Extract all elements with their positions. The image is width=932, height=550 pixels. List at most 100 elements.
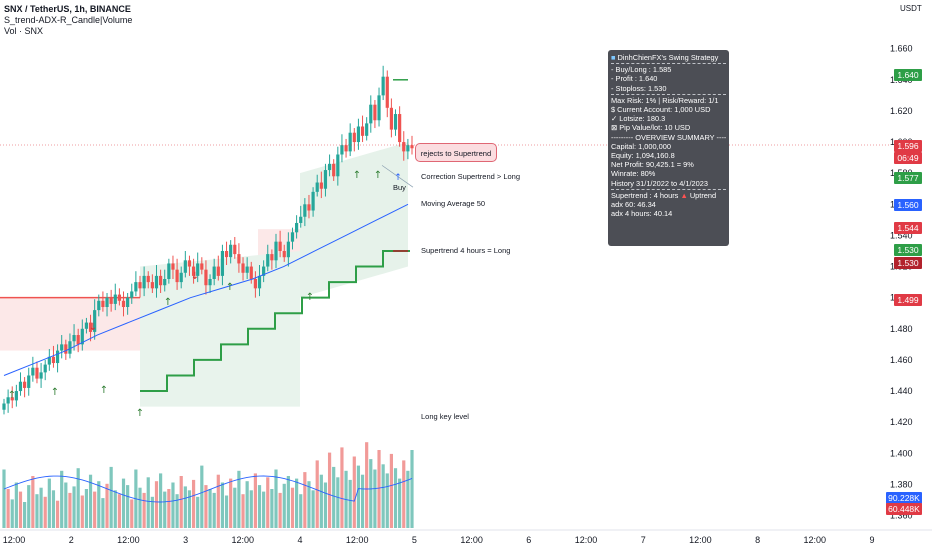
strategy-infobox: ■ DinhChienFX's Swing Strategy - Buy/Lon… [608,50,729,246]
volume-bar [398,478,402,528]
candle-body [14,391,18,401]
volume-bar [68,492,72,528]
volume-bar [290,487,295,528]
candle-body [216,266,220,276]
volume-bar [113,490,117,528]
volume-bar [64,482,68,528]
candle-body [323,170,328,189]
volume-bar [121,478,126,528]
symbol-title: SNX / TetherUS, 1h, BINANCE [4,4,131,14]
volume-bar [373,469,377,528]
candle-body [282,250,286,258]
x-tick-label: 12:00 [346,535,369,545]
volume-bar [307,481,311,528]
volume-bar [88,474,93,528]
candle-body [142,275,146,289]
candle-body [365,123,369,136]
volume-bar [274,469,278,528]
candle-body [51,356,56,364]
candle-body [60,344,64,351]
y-tick-label: 1.400 [890,448,913,458]
price-tag: 1.499 [894,294,922,306]
candle-body [121,300,126,308]
candle-body [385,76,389,108]
candle-body [402,142,406,152]
candle-body [6,397,10,404]
x-tick-label: 9 [869,535,874,545]
candle-body [241,263,245,273]
candle-body [249,266,253,279]
volume-bar [253,473,257,528]
candle-body [348,132,352,152]
candle-body [290,232,295,242]
volume-bar [130,499,134,528]
buy-arrow: ↑ [51,387,59,398]
volume-bar [332,466,336,528]
currency-label: USDT [900,4,922,13]
candle-body [39,372,43,379]
buy-arrow: ↑ [136,408,144,419]
candle-body [150,282,154,289]
x-tick-label: 12:00 [3,535,26,545]
candle-body [179,272,183,283]
volume-bar [237,470,241,528]
buy-arrow: ↑ [306,292,314,303]
x-tick-label: 7 [641,535,646,545]
candle-body [84,322,89,329]
volume-bar [196,496,200,528]
volume-bar [220,482,225,528]
infobox-stoploss: - Stoploss: 1.530 [611,83,667,93]
candle-body [278,241,282,251]
volume-bar [369,459,373,528]
candle-body [76,335,80,345]
volume-bar [410,450,414,528]
volume-bar [299,494,303,528]
candle-body [187,260,192,267]
y-tick-label: 1.420 [890,417,913,427]
x-tick-label: 12:00 [804,535,827,545]
candle-body [101,300,105,308]
uptrend-band [300,142,408,298]
volume-bar [286,476,290,528]
price-tag: 1.577 [894,172,922,184]
infobox-capital: Capital: 1,000,000 [611,141,671,151]
candle-body [27,375,31,388]
candle-body [229,244,233,258]
candle-body [200,263,204,270]
volume-bars [2,442,414,528]
candle-body [286,241,290,258]
candle-body [257,275,262,289]
volume-bar [142,492,146,528]
candle-body [377,95,381,121]
volume-bar [51,490,56,528]
volume-bar [72,486,76,528]
candle-body [253,279,257,289]
sell-arrow: ↓ [191,271,199,282]
candle-body [274,241,278,261]
supertrend-4h-label: Supertrend 4 hours = Long [421,246,511,255]
volume-bar [282,483,286,528]
infobox-adx4h: adx 4 hours: 40.14 [611,209,673,219]
candle-body [344,145,348,152]
infobox-pipvalue: ⊠ Pip Value/lot: 10 USD [611,123,691,133]
chart-header: SNX / TetherUS, 1h, BINANCE S_trend-ADX-… [4,4,132,37]
candle-body [191,266,196,276]
volume-bar [233,487,237,528]
candle-body [220,250,225,276]
candle-body [68,341,72,354]
candle-body [167,263,171,279]
volume-bar [249,490,253,528]
candle-body [336,154,340,177]
volume-bar [150,496,154,528]
volume-bar [270,489,274,528]
buy-arrow: ↑ [164,297,172,308]
volume-bar [39,487,43,528]
supertrend-bands [0,142,408,407]
volume-bar [393,468,398,528]
volume-bar [224,495,229,528]
infobox-lotsize: ✓ Lotsize: 180.3 [611,114,666,124]
candle-body [299,216,303,223]
x-tick-label: 12:00 [575,535,598,545]
volume-bar [311,490,315,528]
